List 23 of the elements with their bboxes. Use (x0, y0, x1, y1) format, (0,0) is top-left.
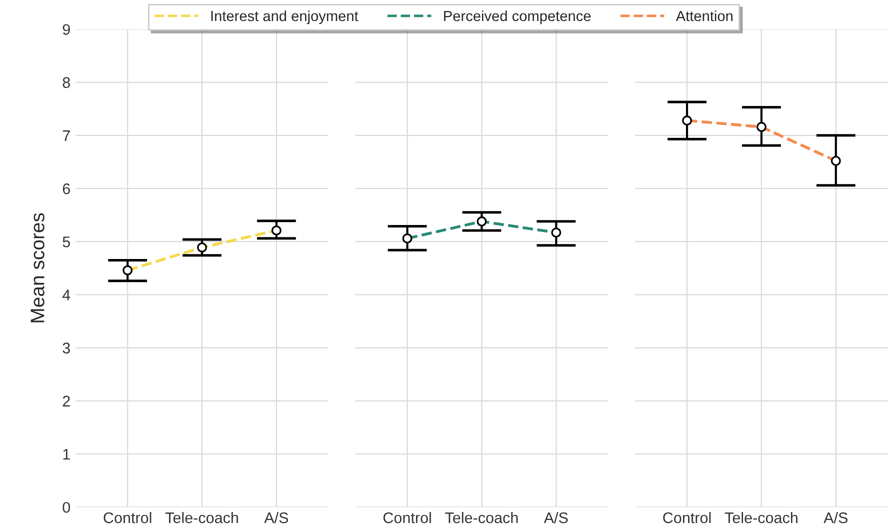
y-tick-label: 6 (62, 183, 70, 194)
y-tick-label: 0 (62, 502, 70, 513)
x-tick-label: Tele-coach (165, 512, 238, 524)
y-tick-label: 1 (63, 449, 70, 460)
x-tick-label: Control (383, 512, 431, 524)
legend-label: Interest and enjoyment (211, 10, 358, 24)
y-tick-label: 3 (62, 342, 70, 354)
y-axis-title: Mean scores (30, 213, 44, 322)
x-tick-label: Tele-coach (445, 512, 518, 524)
x-tick-label: Control (104, 512, 152, 524)
y-tick-label: 9 (62, 24, 70, 35)
y-tick-label: 8 (62, 77, 70, 88)
x-tick-label: Control (663, 512, 711, 524)
x-tick-label: A/S (264, 512, 288, 524)
x-tick-label: Tele-coach (724, 512, 798, 524)
y-tick-label: 5 (62, 236, 70, 248)
y-tick-label: 7 (62, 130, 70, 141)
legend-label: Attention (676, 10, 732, 22)
x-tick-label: A/S (824, 512, 848, 524)
y-tick-label: 4 (62, 290, 70, 300)
x-tick-label: A/S (544, 512, 568, 524)
legend-label: Perceived competence (444, 10, 591, 24)
y-tick-label: 2 (62, 396, 70, 406)
